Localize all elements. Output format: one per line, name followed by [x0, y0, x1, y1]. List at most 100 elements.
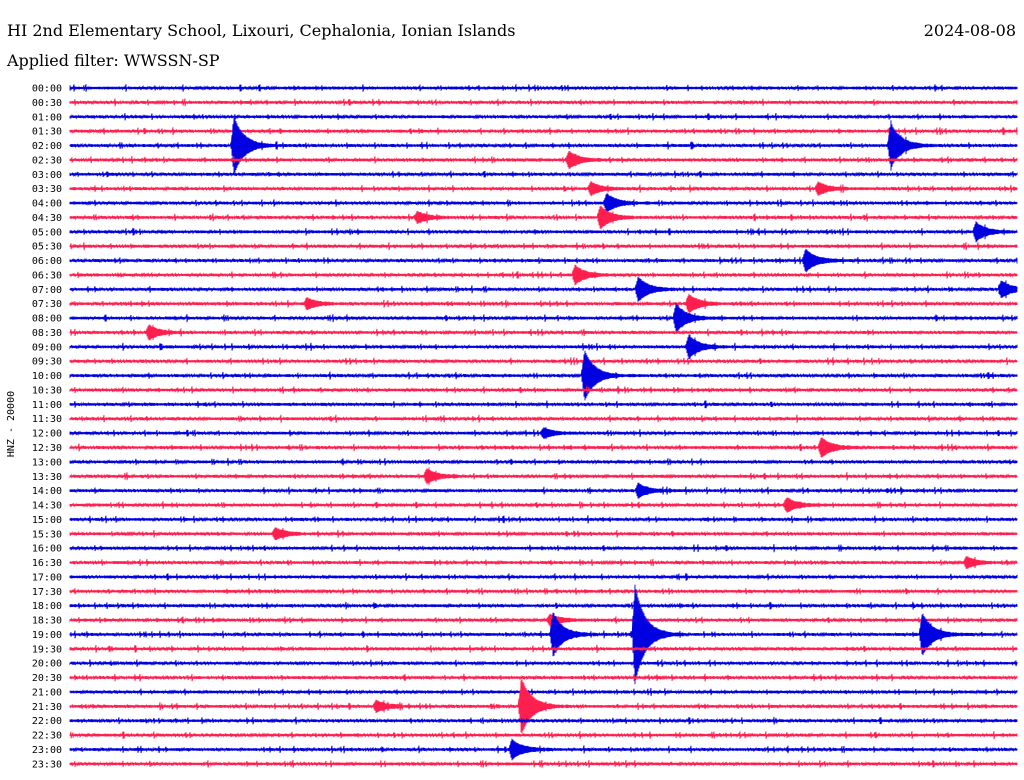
trace-line	[69, 427, 1018, 440]
time-label: 04:30	[32, 213, 62, 224]
time-label: 06:00	[32, 256, 62, 267]
trace-line	[69, 264, 1018, 286]
trace-line	[69, 84, 1018, 92]
time-label: 23:00	[32, 745, 62, 756]
trace-line	[69, 350, 1018, 401]
time-label: 05:30	[32, 242, 62, 253]
trace-line	[69, 357, 1018, 366]
trace-line	[69, 437, 1018, 458]
trace-line	[69, 221, 1018, 243]
time-label: 12:30	[32, 443, 62, 454]
time-label: 04:00	[32, 199, 62, 210]
trace-line	[69, 181, 1018, 197]
time-label: 01:00	[32, 112, 62, 123]
time-label: 13:30	[32, 472, 62, 483]
trace-line	[69, 482, 1018, 499]
time-label: 16:30	[32, 558, 62, 569]
time-label: 14:00	[32, 486, 62, 497]
time-label: 00:30	[32, 98, 62, 109]
time-label: 07:00	[32, 285, 62, 296]
trace-line	[69, 334, 1018, 360]
trace-line	[69, 248, 1018, 273]
time-label: 02:00	[32, 141, 62, 152]
time-label: 08:00	[32, 314, 62, 325]
filter-label: Applied filter: WWSSN-SP	[6, 51, 220, 70]
trace-line	[69, 613, 1018, 627]
trace-line	[69, 414, 1018, 423]
trace-line	[69, 679, 1018, 734]
trace-line	[69, 150, 1018, 169]
time-label: 11:30	[32, 414, 62, 425]
time-label: 16:00	[32, 544, 62, 555]
time-label: 23:30	[32, 759, 62, 770]
trace-line	[69, 205, 1018, 230]
trace-line	[69, 738, 1018, 761]
time-label: 10:00	[32, 371, 62, 382]
trace-line	[69, 385, 1018, 395]
trace-line	[69, 117, 1018, 174]
trace-line	[69, 293, 1018, 314]
time-label: 03:00	[32, 170, 62, 181]
trace-line	[69, 544, 1018, 553]
trace-line	[69, 170, 1018, 179]
time-label-group: 00:00 00:30 01:00 01:30 02:00 02:30 03:00 03:30…	[32, 84, 62, 771]
trace-line	[69, 759, 1018, 768]
trace-line	[69, 644, 1018, 653]
trace-line	[69, 716, 1018, 725]
trace-line	[69, 127, 1018, 136]
trace-line	[69, 515, 1018, 524]
date-label: 2024-08-08	[924, 21, 1016, 40]
trace-line	[69, 400, 1018, 409]
trace-line	[69, 467, 1018, 486]
trace-line	[69, 587, 1018, 596]
time-label: 20:30	[32, 673, 62, 684]
trace-line	[69, 601, 1018, 610]
trace-line	[69, 687, 1018, 696]
time-label: 01:30	[32, 127, 62, 138]
trace-line	[69, 659, 1018, 668]
time-label: 19:30	[32, 644, 62, 655]
time-label: 19:00	[32, 630, 62, 641]
time-label: 02:30	[32, 155, 62, 166]
trace-line	[69, 112, 1018, 121]
time-label: 18:30	[32, 616, 62, 627]
time-label: 13:00	[32, 457, 62, 468]
trace-line	[69, 303, 1018, 334]
time-label: 21:00	[32, 687, 62, 698]
trace-line	[69, 193, 1018, 213]
trace-line	[69, 527, 1018, 541]
trace-line	[69, 497, 1018, 513]
time-label: 10:30	[32, 385, 62, 396]
time-label: 12:00	[32, 429, 62, 440]
trace-line	[69, 673, 1018, 682]
time-label: 20:00	[32, 659, 62, 670]
time-label: 00:00	[32, 84, 62, 95]
time-label: 07:30	[32, 299, 62, 310]
trace-line	[69, 731, 1018, 740]
time-label: 22:30	[32, 731, 62, 742]
time-label: 22:00	[32, 716, 62, 727]
trace-line	[69, 556, 1018, 569]
time-label: 09:00	[32, 342, 62, 353]
time-label: 09:30	[32, 357, 62, 368]
time-label: 17:00	[32, 572, 62, 583]
time-label: 17:30	[32, 587, 62, 598]
station-title: HI 2nd Elementary School, Lixouri, Cepha…	[7, 21, 515, 40]
trace-line	[69, 276, 1018, 302]
time-label: 08:30	[32, 328, 62, 339]
time-label: 06:30	[32, 270, 62, 281]
time-label: 11:00	[32, 400, 62, 411]
time-label: 21:30	[32, 702, 62, 713]
time-label: 18:00	[32, 601, 62, 612]
trace-line	[69, 242, 1018, 251]
time-label: 15:00	[32, 515, 62, 526]
trace-line	[69, 584, 1018, 685]
time-label: 03:30	[32, 184, 62, 195]
trace-line	[69, 98, 1018, 107]
trace-group	[69, 84, 1018, 768]
time-label: 14:30	[32, 501, 62, 512]
time-label: 15:30	[32, 529, 62, 540]
trace-line	[69, 573, 1018, 581]
trace-line	[69, 457, 1018, 466]
